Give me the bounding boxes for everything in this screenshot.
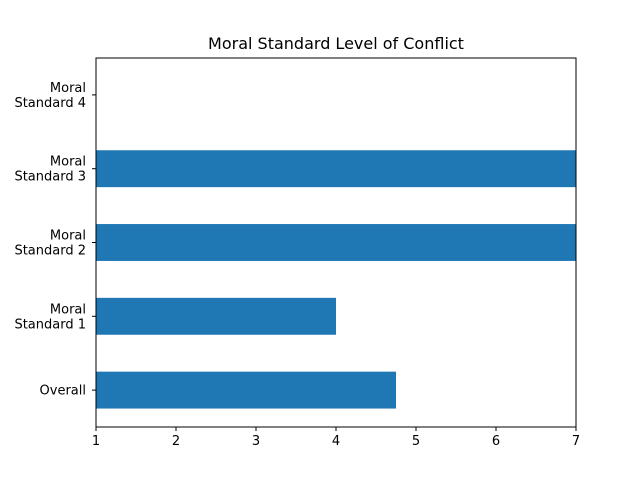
- y-tick-label: Moral Standard 3: [14, 155, 86, 185]
- y-tick-label: Moral Standard 1: [14, 302, 86, 332]
- x-axis: 1 2 3 4 5 6 7: [92, 427, 580, 449]
- bar-3: [96, 150, 576, 188]
- bar-1: [96, 297, 336, 335]
- bar-2: [96, 224, 576, 261]
- x-tick-label: 5: [412, 434, 420, 449]
- y-axis: Overall Moral Standard 1 Moral Standard 2 Mor…: [14, 81, 96, 399]
- bars-group: [96, 150, 576, 409]
- y-tick-label: Moral Standard 4: [14, 81, 86, 111]
- chart-title: Moral Standard Level of Conflict: [208, 34, 464, 53]
- y-tick-label: Moral Standard 2: [14, 229, 86, 259]
- x-tick-label: 1: [92, 434, 100, 449]
- x-tick-label: 4: [332, 434, 340, 449]
- plot-frame: [95, 57, 577, 428]
- x-tick-label: 3: [252, 434, 260, 449]
- x-tick-label: 2: [172, 434, 180, 449]
- x-tick-label: 6: [492, 434, 500, 449]
- bar-0: [96, 371, 396, 409]
- y-tick-label: Overall: [40, 384, 86, 399]
- x-tick-label: 7: [572, 434, 580, 449]
